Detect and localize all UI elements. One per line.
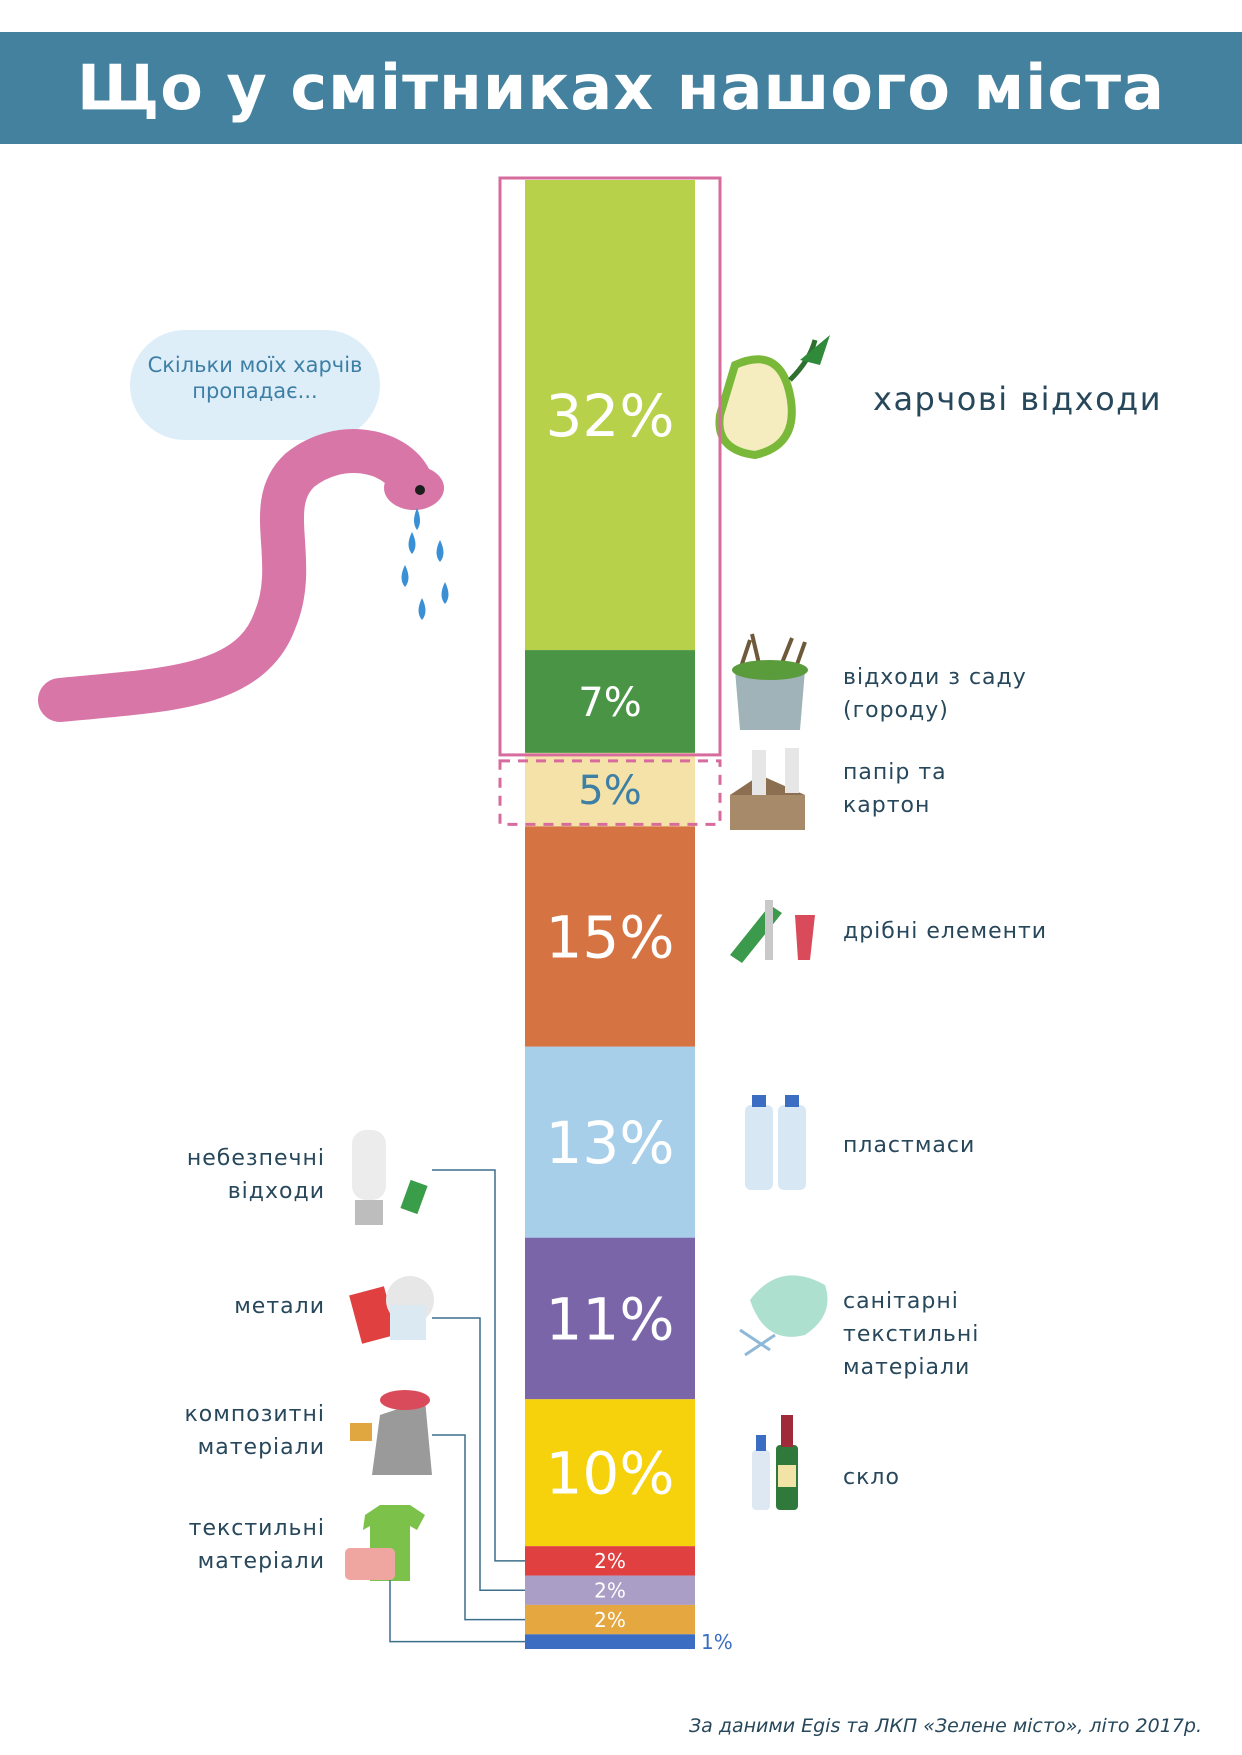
value-label-10: 1% bbox=[701, 1630, 733, 1654]
paper-box-icon bbox=[730, 748, 805, 830]
leader-line-9 bbox=[432, 1434, 525, 1621]
value-label-3: 15% bbox=[546, 903, 675, 971]
value-label-1: 7% bbox=[578, 680, 641, 726]
value-label-6: 10% bbox=[546, 1440, 675, 1508]
glass-bottles-icon bbox=[752, 1415, 798, 1510]
bar-segment-10 bbox=[525, 1634, 695, 1649]
label-paper: папір та картон bbox=[843, 760, 947, 818]
bar-segment-8 bbox=[525, 1575, 695, 1605]
bar-segment-3 bbox=[525, 826, 695, 1047]
value-label-2: 5% bbox=[578, 768, 641, 814]
label-metals: метали bbox=[234, 1294, 325, 1319]
bar-segment-0 bbox=[525, 180, 695, 651]
apple-core-icon bbox=[715, 335, 830, 460]
composite-bag-icon bbox=[350, 1390, 432, 1475]
plastic-bottles-icon bbox=[745, 1095, 806, 1190]
small-items-icon bbox=[730, 900, 815, 963]
label-composite: композитні матеріали bbox=[184, 1402, 325, 1460]
page-title: Що у смітниках нашого міста bbox=[77, 51, 1165, 124]
bar-segment-9 bbox=[525, 1604, 695, 1635]
label-textiles: текстильні матеріали bbox=[188, 1516, 325, 1574]
worm-icon bbox=[38, 429, 449, 722]
highlight-frame-organic bbox=[498, 176, 722, 757]
label-food-waste: харчові відходи bbox=[873, 380, 1163, 418]
bar-segment-7 bbox=[525, 1546, 695, 1576]
label-garden-waste: відходи з саду (городу) bbox=[843, 665, 1027, 723]
value-label-7: 2% bbox=[594, 1549, 626, 1573]
source-note: За даними Egis та ЛКП «Зелене місто», лі… bbox=[688, 1715, 1202, 1737]
label-hazardous: небезпечні відходи bbox=[186, 1146, 325, 1204]
value-label-8: 2% bbox=[594, 1578, 626, 1602]
title-banner: Що у смітниках нашого міста bbox=[0, 32, 1242, 144]
label-small-items: дрібні елементи bbox=[843, 919, 1048, 944]
label-sanitary: санітарні текстильні матеріали bbox=[843, 1289, 980, 1380]
metal-can-icon bbox=[349, 1276, 434, 1344]
bar-segment-5 bbox=[525, 1237, 695, 1400]
value-label-5: 11% bbox=[546, 1285, 675, 1353]
leader-line-8 bbox=[432, 1317, 525, 1591]
label-glass: скло bbox=[843, 1465, 900, 1490]
bar-segment-2 bbox=[525, 752, 695, 827]
speech-text: Скільки моїх харчів пропадає... bbox=[147, 353, 363, 403]
highlight-frame-paper bbox=[498, 759, 722, 826]
hazardous-bulb-icon bbox=[352, 1130, 428, 1225]
value-label-4: 13% bbox=[546, 1109, 675, 1177]
label-plastics: пластмаси bbox=[843, 1133, 976, 1158]
speech-bubble-tail bbox=[318, 400, 362, 432]
value-label-0: 32% bbox=[546, 382, 675, 450]
leader-line-10 bbox=[389, 1580, 525, 1643]
value-label-9: 2% bbox=[594, 1608, 626, 1632]
diaper-icon bbox=[739, 1275, 828, 1357]
leader-line-7 bbox=[432, 1169, 525, 1562]
clothes-icon bbox=[345, 1505, 425, 1581]
bar-segment-6 bbox=[525, 1399, 695, 1547]
bar-segment-4 bbox=[525, 1046, 695, 1238]
garden-bucket-icon bbox=[732, 633, 808, 730]
bar-segment-1 bbox=[525, 650, 695, 753]
